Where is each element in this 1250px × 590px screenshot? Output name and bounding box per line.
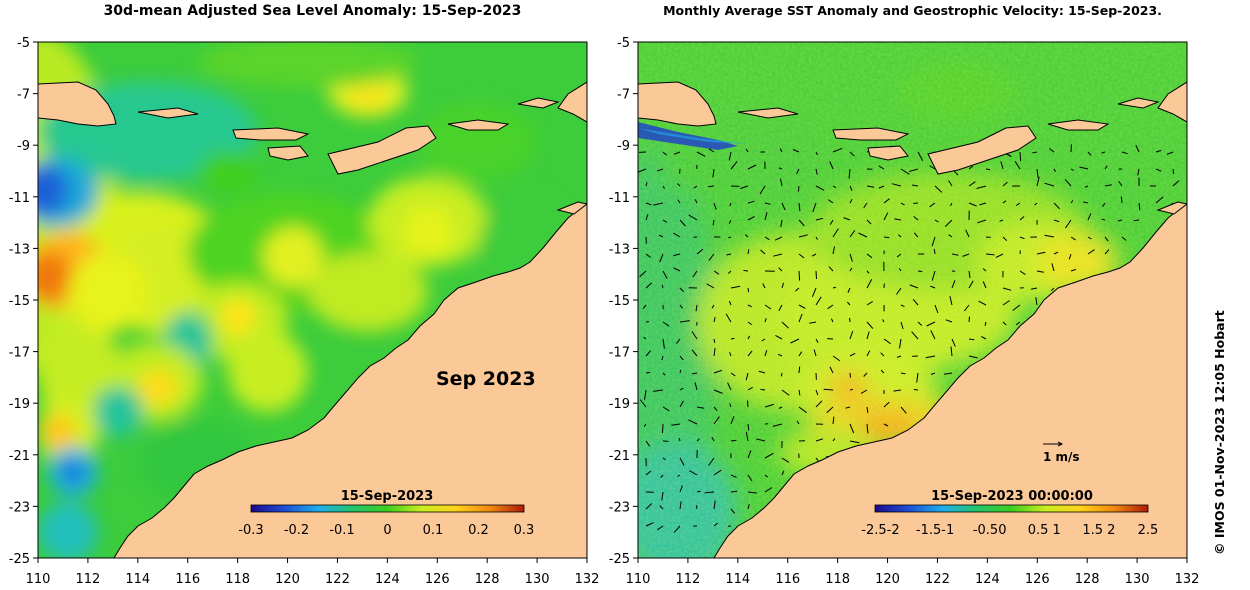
right-lon-label: 112 [675,572,700,587]
velocity-vector [1120,196,1123,204]
left-lon-label: 128 [475,572,500,587]
velocity-vector [747,287,750,293]
velocity-vector [1133,219,1140,222]
left-lon-label: 130 [525,572,550,587]
velocity-vector [696,505,698,510]
right-lon-label: 122 [925,572,950,587]
velocity-vector [1019,151,1022,162]
right-lat-label: -21 [609,449,630,464]
right-lat-label: -15 [609,294,630,309]
velocity-vector [968,316,970,323]
left-lon-label: 132 [575,572,600,587]
right-lat-label: -17 [609,346,630,361]
left-lat-label: -5 [17,36,30,51]
velocity-vector [815,270,817,280]
velocity-vector [743,269,749,272]
velocity-vector [645,371,651,374]
velocity-vector [883,236,890,239]
left-lon-label: 110 [26,572,51,587]
right-lat-label: -25 [609,552,630,567]
velocity-vector [662,423,664,434]
left-map-title: 30d-mean Adjusted Sea Level Anomaly: 15-… [103,3,522,19]
right-lat-label: -7 [617,88,630,103]
velocity-vector [849,388,854,391]
left-lon-label: 122 [325,572,350,587]
month-label: Sep 2023 [436,368,536,390]
right-lat-label: -11 [609,191,630,206]
velocity-vector [780,372,783,377]
colorbar-tick-label: -0.1 [329,523,354,538]
left-lat-label: -19 [9,397,30,412]
velocity-vector [730,439,737,442]
right-lon-label: 120 [875,572,900,587]
colorbar-tick-label: -0.2 [284,523,309,538]
right-lat-label: -9 [617,139,630,154]
right-lon-label: 126 [1025,572,1050,587]
left-lat-label: -9 [17,139,30,154]
right-lon-label: 116 [775,572,800,587]
colorbar-tick-label: 2.5 [1138,523,1159,538]
right-lat-label: -13 [609,242,630,257]
left-lon-label: 120 [275,572,300,587]
velocity-vector [900,372,906,375]
left-lon-label: 112 [75,572,100,587]
left-lat-label: -21 [9,449,30,464]
colorbar-tick-label: -0.3 [238,523,263,538]
left-lat-label: -25 [9,552,30,567]
sst-colorbar-date: 15-Sep-2023 00:00:00 [931,489,1093,504]
right-lon-label: 128 [1075,572,1100,587]
sst-colorbar-ramp [874,504,1149,513]
left-lon-label: 124 [375,572,400,587]
velocity-vector [797,185,800,192]
left-lat-label: -7 [17,88,30,103]
left-lon-label: 116 [175,572,200,587]
left-lon-label: 118 [225,572,250,587]
colorbar-tick-label: 0.1 [423,523,444,538]
sst-anomaly-map[interactable]: 1 m/s 15-Sep-2023 00:00:00 -2.5-2 -1.5-1 -… [638,42,1187,558]
right-lon-label: 114 [725,572,750,587]
colorbar-tick-label: 0 [383,523,391,538]
colorbar-tick-label: -2.5-2 [861,523,899,538]
velocity-vector [1172,168,1175,175]
right-lon-label: 110 [626,572,651,587]
left-lat-label: -17 [9,346,30,361]
velocity-vector [798,366,801,374]
velocity-vector [849,372,851,378]
colorbar-tick-label: 0.5 1 [1028,523,1061,538]
left-lat-label: -11 [9,191,30,206]
velocity-vector [730,490,738,493]
colorbar-tick-label: 0.2 [468,523,489,538]
right-lon-label: 132 [1175,572,1200,587]
velocity-vector [985,168,991,171]
left-lat-label: -23 [9,500,30,515]
sea-level-anomaly-map[interactable]: Sep 2023 15-Sep-2023 -0.3 -0.2 -0.1 0 0.1 0.2… [38,42,587,558]
velocity-vector [760,388,766,391]
right-lat-label: -23 [609,500,630,515]
colorbar-tick-label: 0.3 [514,523,535,538]
right-lat-label: -19 [609,397,630,412]
left-lon-label: 114 [125,572,150,587]
velocity-vector [917,270,923,272]
colorbar-tick-label: -1.5-1 [916,523,954,538]
right-lon-label: 130 [1125,572,1150,587]
right-map-title: Monthly Average SST Anomaly and Geostrop… [663,3,1162,18]
left-lon-label: 126 [425,572,450,587]
right-lat-label: -5 [617,36,630,51]
sla-colorbar-date: 15-Sep-2023 [341,489,434,504]
sla-colorbar-ramp [250,504,525,513]
velocity-vector [913,389,919,391]
right-lon-label: 124 [975,572,1000,587]
velocity-vector [730,337,735,340]
velocity-scale-label: 1 m/s [1043,450,1080,464]
velocity-vector [798,270,801,281]
velocity-vector [913,202,919,204]
right-lon-label: 118 [825,572,850,587]
imos-credit: © IMOS 01-Nov-2023 12:05 Hobart [1212,310,1227,555]
left-lat-label: -13 [9,242,30,257]
velocity-vector [747,400,749,408]
colorbar-tick-label: 1.5 2 [1082,523,1115,538]
left-lat-label: -15 [9,294,30,309]
colorbar-tick-label: -0.50 [973,523,1007,538]
